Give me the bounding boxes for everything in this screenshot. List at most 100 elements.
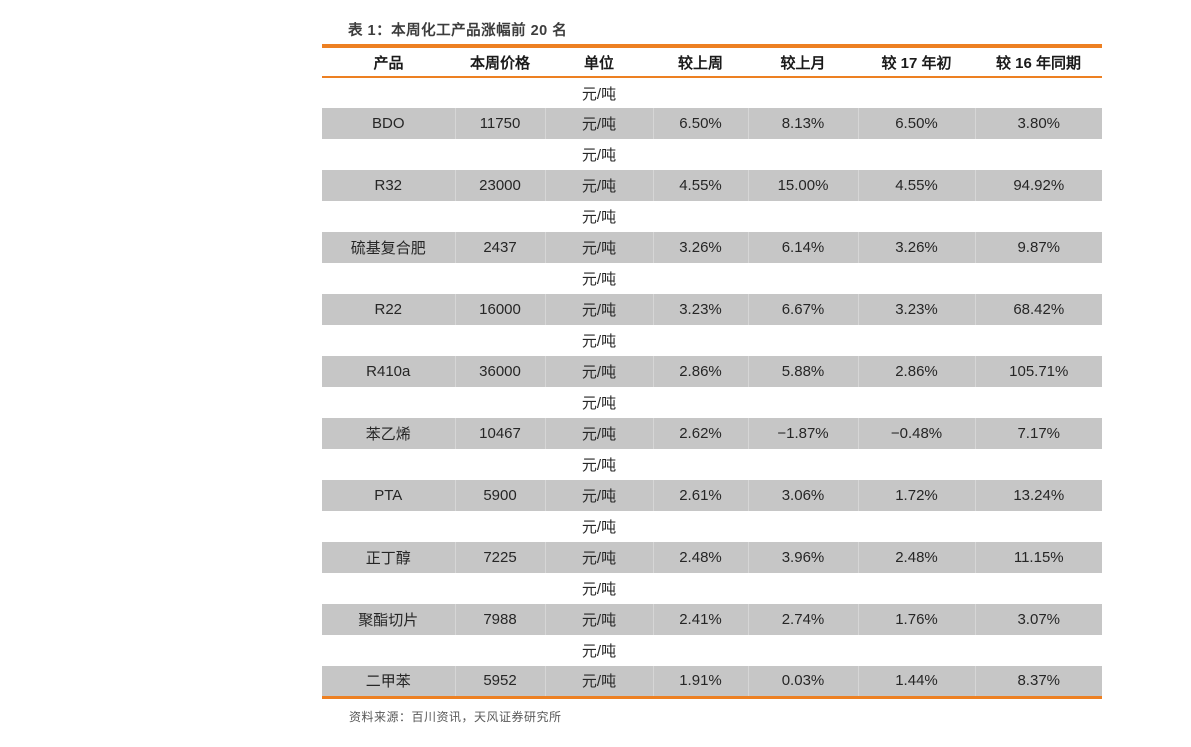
cell-vs-2016-yoy: [975, 573, 1102, 604]
cell-product: [322, 139, 455, 170]
cell-vs-last-week: [653, 573, 748, 604]
cell-vs-last-week: 2.61%: [653, 480, 749, 511]
cell-vs-last-month: 8.13%: [748, 108, 859, 139]
cell-vs-ytd-2017: [858, 325, 975, 356]
cell-vs-last-month: 0.03%: [748, 666, 859, 697]
cell-vs-last-month: 15.00%: [748, 170, 859, 201]
cell-vs-last-month: 3.06%: [748, 480, 859, 511]
product-data-row: PTA 5900 元/吨 2.61% 3.06% 1.72% 13.24%: [322, 480, 1102, 511]
table-body: 元/吨 BDO 11750 元/吨 6.50% 8.13% 6.50% 3.80% 元/吨 R32…: [322, 77, 1102, 697]
cell-vs-last-month: 6.14%: [748, 232, 859, 263]
cell-price: [455, 449, 545, 480]
cell-vs-ytd-2017: 2.86%: [858, 356, 976, 387]
cell-vs-2016-yoy: 7.17%: [975, 418, 1102, 449]
cell-price: 11750: [455, 108, 546, 139]
cell-unit: 元/吨: [545, 480, 654, 511]
cell-vs-last-week: [653, 263, 748, 294]
cell-vs-ytd-2017: [858, 511, 975, 542]
cell-vs-ytd-2017: [858, 201, 975, 232]
cell-vs-ytd-2017: 1.76%: [858, 604, 976, 635]
cell-unit: 元/吨: [545, 418, 654, 449]
product-data-row: 聚酯切片 7988 元/吨 2.41% 2.74% 1.76% 3.07%: [322, 604, 1102, 635]
cell-product: [322, 387, 455, 418]
product-data-row: R32 23000 元/吨 4.55% 15.00% 4.55% 94.92%: [322, 170, 1102, 201]
header-product: 产品: [322, 46, 455, 78]
cell-unit: 元/吨: [545, 604, 654, 635]
cell-vs-last-week: [653, 201, 748, 232]
cell-vs-2016-yoy: [975, 511, 1102, 542]
cell-price: 7988: [455, 604, 546, 635]
cell-price: [455, 387, 545, 418]
cell-unit: 元/吨: [545, 325, 653, 356]
cell-vs-2016-yoy: 3.07%: [975, 604, 1102, 635]
cell-vs-ytd-2017: 1.44%: [858, 666, 976, 697]
header-week-price: 本周价格: [455, 46, 545, 78]
cell-vs-last-week: 2.48%: [653, 542, 749, 573]
cell-vs-last-month: [748, 573, 858, 604]
cell-vs-last-month: [748, 635, 858, 666]
cell-product: [322, 325, 455, 356]
cell-product: R22: [322, 294, 456, 325]
cell-price: 23000: [455, 170, 546, 201]
cell-vs-last-month: 6.67%: [748, 294, 859, 325]
cell-unit: 元/吨: [545, 263, 653, 294]
cell-product: 聚酯切片: [322, 604, 456, 635]
cell-price: [455, 635, 545, 666]
cell-vs-last-week: 1.91%: [653, 666, 749, 697]
unit-only-row: 元/吨: [322, 511, 1102, 542]
cell-price: [455, 263, 545, 294]
cell-vs-ytd-2017: 3.23%: [858, 294, 976, 325]
cell-vs-ytd-2017: 4.55%: [858, 170, 976, 201]
table-title: 表 1：本周化工产品涨幅前 20 名: [348, 23, 568, 39]
cell-unit: 元/吨: [545, 108, 654, 139]
product-data-row: BDO 11750 元/吨 6.50% 8.13% 6.50% 3.80%: [322, 108, 1102, 139]
cell-vs-last-month: 2.74%: [748, 604, 859, 635]
cell-vs-last-week: [653, 325, 748, 356]
cell-unit: 元/吨: [545, 77, 653, 108]
cell-unit: 元/吨: [545, 139, 653, 170]
cell-product: 硫基复合肥: [322, 232, 456, 263]
cell-vs-2016-yoy: [975, 139, 1102, 170]
cell-vs-last-week: [653, 449, 748, 480]
cell-unit: 元/吨: [545, 387, 653, 418]
product-data-row: 正丁醇 7225 元/吨 2.48% 3.96% 2.48% 11.15%: [322, 542, 1102, 573]
cell-vs-ytd-2017: [858, 573, 975, 604]
cell-vs-ytd-2017: [858, 77, 975, 108]
cell-unit: 元/吨: [545, 232, 654, 263]
cell-vs-last-week: [653, 511, 748, 542]
cell-vs-last-week: [653, 387, 748, 418]
product-data-row: 硫基复合肥 2437 元/吨 3.26% 6.14% 3.26% 9.87%: [322, 232, 1102, 263]
cell-vs-ytd-2017: [858, 387, 975, 418]
cell-vs-2016-yoy: [975, 449, 1102, 480]
cell-price: [455, 201, 545, 232]
cell-vs-last-week: 6.50%: [653, 108, 749, 139]
unit-only-row: 元/吨: [322, 635, 1102, 666]
cell-vs-ytd-2017: [858, 139, 975, 170]
cell-unit: 元/吨: [545, 511, 653, 542]
cell-product: R410a: [322, 356, 456, 387]
cell-vs-last-week: 3.23%: [653, 294, 749, 325]
cell-vs-2016-yoy: 9.87%: [975, 232, 1102, 263]
cell-price: 10467: [455, 418, 546, 449]
cell-product: [322, 77, 455, 108]
cell-product: 正丁醇: [322, 542, 456, 573]
cell-vs-ytd-2017: 6.50%: [858, 108, 976, 139]
unit-only-row: 元/吨: [322, 77, 1102, 108]
cell-vs-last-week: 4.55%: [653, 170, 749, 201]
cell-vs-2016-yoy: 3.80%: [975, 108, 1102, 139]
cell-vs-last-month: 3.96%: [748, 542, 859, 573]
cell-vs-2016-yoy: 105.71%: [975, 356, 1102, 387]
cell-vs-last-month: [748, 263, 858, 294]
cell-vs-2016-yoy: [975, 325, 1102, 356]
cell-vs-last-month: [748, 325, 858, 356]
unit-only-row: 元/吨: [322, 387, 1102, 418]
cell-vs-last-week: [653, 635, 748, 666]
cell-unit: 元/吨: [545, 573, 653, 604]
cell-product: [322, 449, 455, 480]
product-data-row: R410a 36000 元/吨 2.86% 5.88% 2.86% 105.71%: [322, 356, 1102, 387]
cell-unit: 元/吨: [545, 635, 653, 666]
cell-vs-last-month: [748, 77, 858, 108]
cell-vs-last-month: [748, 139, 858, 170]
cell-unit: 元/吨: [545, 170, 654, 201]
